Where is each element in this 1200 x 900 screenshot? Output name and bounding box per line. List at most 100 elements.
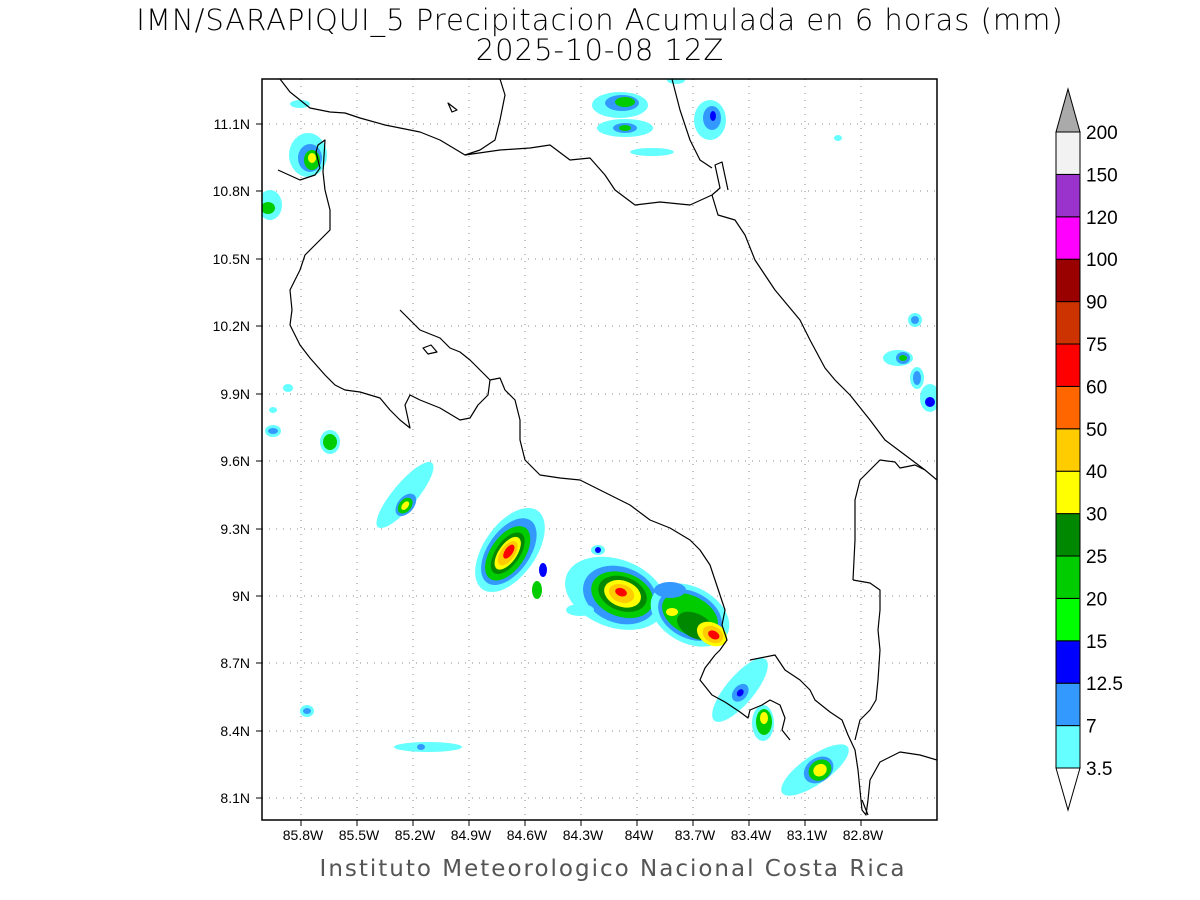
precip-cell-osa xyxy=(650,583,730,647)
colorbar-swatch xyxy=(1055,428,1081,472)
precip-cell-south xyxy=(712,658,768,722)
osa-peninsula xyxy=(699,654,791,741)
axis-ticks xyxy=(256,123,862,826)
colorbar-label: 40 xyxy=(1086,462,1107,483)
colorbar-swatch xyxy=(1055,513,1081,557)
precip-cell-small xyxy=(323,434,337,450)
precip-cell-small xyxy=(539,563,547,577)
guanacaste-coast xyxy=(277,139,491,429)
lat-label: 9.3N xyxy=(220,521,250,537)
colorbar-swatch xyxy=(1055,173,1081,218)
precip-cell-small xyxy=(911,316,919,324)
precip-cell-small xyxy=(654,582,686,598)
precip-cell-small xyxy=(615,97,635,107)
precip-cell-small xyxy=(667,79,685,84)
precip-cell-small xyxy=(630,148,674,156)
lake-island xyxy=(447,102,458,113)
lat-label: 10.5N xyxy=(213,251,250,267)
colorbar-swatch xyxy=(1055,216,1081,260)
plot-frame xyxy=(261,78,938,821)
nicaragua-coast xyxy=(279,79,506,156)
colorbar-swatch xyxy=(1055,301,1081,345)
lat-label: 8.1N xyxy=(220,790,250,806)
colorbar-label: 90 xyxy=(1086,293,1107,314)
lon-labels: 85.8W 85.5W 85.2W 84.9W 84.6W 84.3W 84W … xyxy=(283,827,884,843)
map-datetime: 2025-10-08 12Z xyxy=(475,33,725,67)
colorbar-swatch xyxy=(1055,343,1081,387)
lat-label: 9N xyxy=(232,588,250,604)
colorbar-swatches xyxy=(1055,131,1081,769)
lon-label: 83.1W xyxy=(787,827,828,843)
colorbar-label: 50 xyxy=(1086,420,1107,441)
precip-cell-small xyxy=(394,742,462,752)
nicaragua-border xyxy=(464,144,729,206)
colorbar-swatch xyxy=(1055,131,1081,175)
precipitation-cells xyxy=(262,79,937,796)
colorbar-label: 30 xyxy=(1086,505,1107,526)
colorbar-label: 7 xyxy=(1086,717,1097,738)
precip-cell-small xyxy=(290,100,310,108)
lat-label: 8.7N xyxy=(220,655,250,671)
lat-label: 8.4N xyxy=(220,723,250,739)
colorbar-swatch xyxy=(1055,258,1081,303)
lat-label: 11.1N xyxy=(214,116,250,132)
lon-label: 85.2W xyxy=(395,827,436,843)
colorbar-label: 200 xyxy=(1086,123,1118,144)
colorbar-swatch xyxy=(1055,682,1081,727)
precip-cell-small xyxy=(262,202,275,214)
golfo-dulce-east xyxy=(749,654,937,816)
lon-label: 84.3W xyxy=(563,827,604,843)
colorbar-label: 25 xyxy=(1086,547,1107,568)
nicaragua-east xyxy=(671,79,713,169)
colorbar-label: 15 xyxy=(1086,632,1107,653)
burica-point xyxy=(861,799,869,816)
precip-cell-small xyxy=(925,397,935,407)
lat-label: 9.9N xyxy=(220,386,250,402)
lon-label: 84W xyxy=(625,827,655,843)
colorbar-legend: 3.5 7 12.5 15 20 25 30 40 50 60 75 90 100 120 150 200 xyxy=(1055,87,1123,812)
precip-cell-small xyxy=(417,744,425,750)
precip-cell-small xyxy=(283,384,293,392)
colorbar-top-arrow xyxy=(1055,87,1081,133)
precip-cell-small xyxy=(268,428,278,434)
colorbar-label: 60 xyxy=(1086,377,1107,398)
precip-cell-small xyxy=(308,153,316,163)
colorbar-swatch xyxy=(1055,385,1081,430)
coastlines-borders xyxy=(277,79,937,816)
precip-cell-small xyxy=(269,407,277,413)
pacific-central-coast xyxy=(489,377,728,656)
precip-cell-small xyxy=(913,371,921,385)
precip-cell-small xyxy=(566,604,594,616)
lon-label: 85.8W xyxy=(283,827,324,843)
lat-label: 10.2N xyxy=(213,318,250,334)
colorbar-labels: 3.5 7 12.5 15 20 25 30 40 50 60 75 90 100 120 150 200 xyxy=(1086,123,1123,780)
precip-cell-quepos xyxy=(475,507,545,593)
lat-label: 10.8N xyxy=(213,183,250,199)
san-juan-river xyxy=(711,194,937,481)
precip-cell-small xyxy=(595,547,601,553)
lat-labels: 11.1N 10.8N 10.5N 10.2N 9.9N 9.6N 9.3N 9… xyxy=(213,116,250,806)
colorbar-swatch xyxy=(1055,725,1081,769)
panama-border xyxy=(852,459,926,581)
colorbar-swatch xyxy=(1055,640,1081,684)
colorbar-swatch xyxy=(1055,597,1081,642)
lon-label: 84.6W xyxy=(507,827,548,843)
precip-cell-small xyxy=(710,111,716,121)
precip-cell-small xyxy=(532,581,542,599)
lon-label: 85.5W xyxy=(339,827,380,843)
colorbar-label: 150 xyxy=(1086,165,1118,186)
colorbar-swatch xyxy=(1055,555,1081,599)
lat-label: 9.6N xyxy=(220,453,250,469)
gridlines xyxy=(262,79,937,820)
colorbar-label: 75 xyxy=(1086,335,1107,356)
gulf-nicoya-island xyxy=(422,344,438,355)
lon-label: 82.8W xyxy=(843,827,884,843)
colorbar-label: 12.5 xyxy=(1086,674,1123,695)
colorbar-label: 100 xyxy=(1086,250,1118,271)
footer-credit: Instituto Meteorologico Nacional Costa R… xyxy=(319,856,907,882)
precip-cell-small xyxy=(760,712,768,724)
plot-area xyxy=(262,79,937,820)
precip-cell-nicoya xyxy=(376,461,434,529)
precip-cell-small xyxy=(899,355,907,361)
